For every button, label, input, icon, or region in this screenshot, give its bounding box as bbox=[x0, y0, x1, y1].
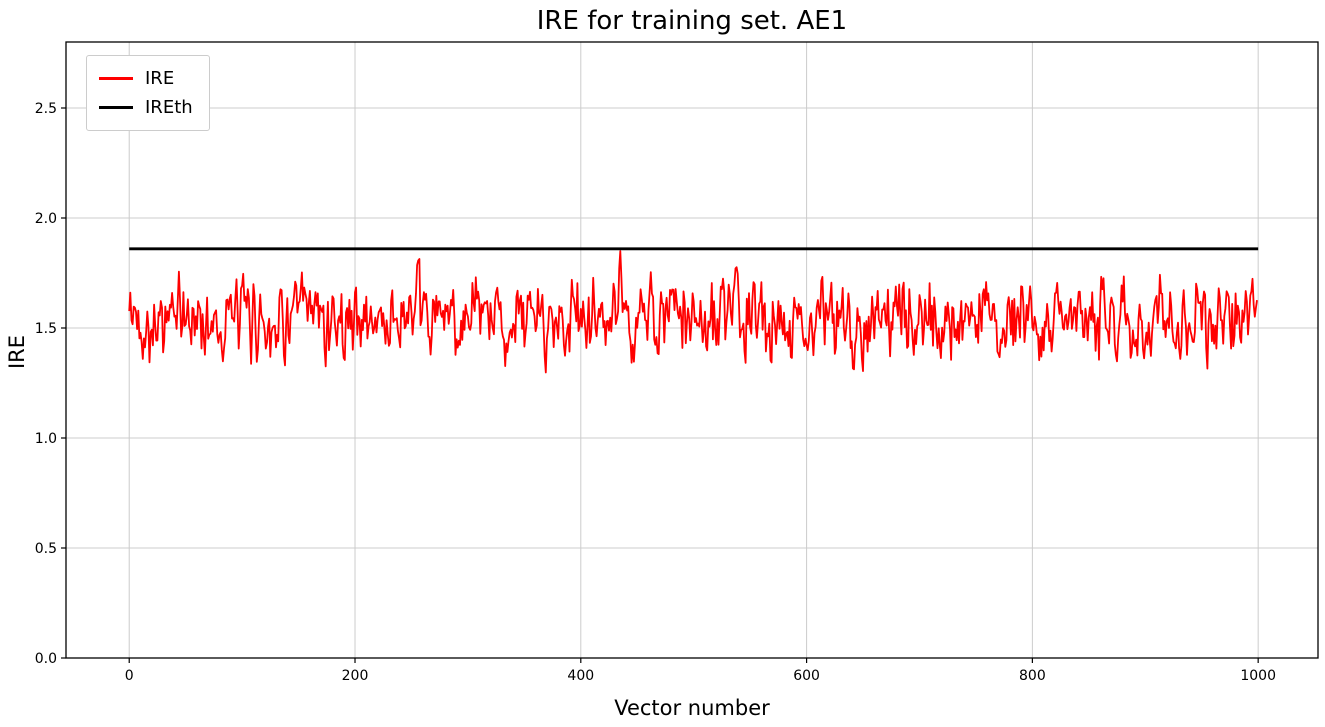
legend-label-ire: IRE bbox=[145, 68, 175, 89]
x-tick-label: 1000 bbox=[1240, 668, 1276, 684]
ire-series-line bbox=[128, 250, 1258, 374]
axes-box bbox=[65, 41, 1319, 659]
y-tick-label: 1.0 bbox=[35, 431, 57, 447]
x-tick-label: 400 bbox=[567, 668, 594, 684]
y-tick-label: 0.0 bbox=[35, 651, 57, 667]
x-tick-label: 0 bbox=[125, 668, 134, 684]
x-tick-label: 600 bbox=[793, 668, 820, 684]
legend-label-ireth: IREth bbox=[145, 97, 193, 118]
x-axis-label: Vector number bbox=[614, 696, 770, 720]
x-tick-label: 800 bbox=[1019, 668, 1046, 684]
legend-entry-ire: IRE bbox=[99, 64, 193, 93]
y-tick-label: 1.5 bbox=[35, 321, 57, 337]
y-tick-label: 2.5 bbox=[35, 101, 57, 117]
ire-line-swatch bbox=[99, 77, 133, 80]
ireth-line-swatch bbox=[99, 106, 133, 109]
legend: IRE IREth bbox=[86, 55, 210, 131]
chart-title: IRE for training set. AE1 bbox=[536, 6, 848, 36]
x-tick-label: 200 bbox=[342, 668, 369, 684]
y-tick-label: 0.5 bbox=[35, 541, 57, 557]
legend-entry-ireth: IREth bbox=[99, 93, 193, 122]
y-tick-label: 2.0 bbox=[35, 211, 57, 227]
